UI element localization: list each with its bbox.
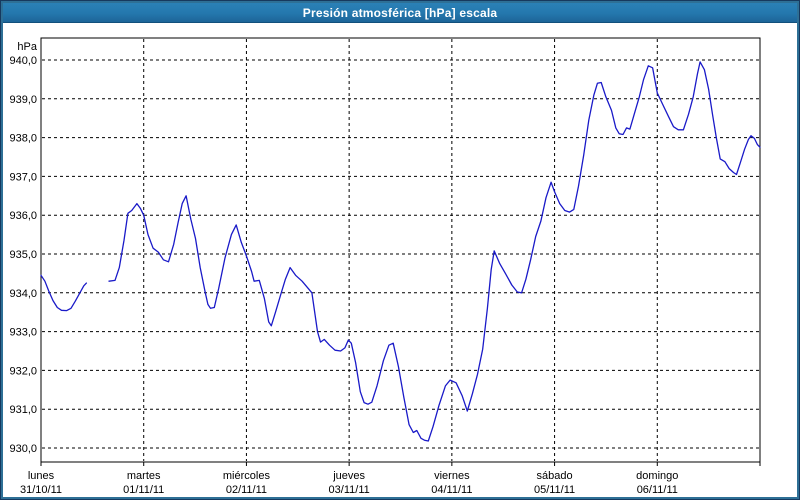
pressure-line — [40, 61, 761, 442]
day-name-label: sábado — [537, 470, 573, 482]
y-tick-label: 937,0 — [9, 171, 37, 183]
window-body: Presión atmosférica [hPa] escala 940,0 93… — [3, 3, 797, 497]
y-tick-label: 936,0 — [9, 210, 37, 222]
titlebar: Presión atmosférica [hPa] escala — [3, 3, 797, 23]
y-tick-label: 938,0 — [9, 133, 37, 145]
day-name-label: martes — [127, 470, 161, 482]
day-date-label: 06/11/11 — [637, 484, 678, 496]
y-tick-label: 933,0 — [9, 327, 37, 339]
day-name-label: lunes — [28, 470, 55, 482]
y-tick-label: 940,0 — [9, 55, 37, 67]
window-title: Presión atmosférica [hPa] escala — [302, 6, 498, 20]
y-tick-label: 939,0 — [9, 94, 37, 106]
x-axis-ticks — [40, 462, 761, 466]
day-name-label: jueves — [332, 470, 365, 482]
y-tick-label: 934,0 — [9, 288, 37, 300]
day-date-label: 02/11/11 — [226, 484, 267, 496]
day-name-label: miércoles — [223, 470, 271, 482]
day-date-label: 05/11/11 — [534, 484, 575, 496]
day-name-label: viernes — [434, 470, 470, 482]
x-day-labels: lunes 31/10/11 martes 01/11/11 miércoles 02/1… — [20, 470, 678, 496]
y-axis-unit-label: hPa — [17, 41, 37, 53]
day-date-label: 03/11/11 — [329, 484, 370, 496]
day-date-label: 01/11/11 — [123, 484, 164, 496]
plot-area — [40, 37, 761, 463]
day-date-label: 31/10/11 — [20, 484, 62, 496]
day-date-label: 04/11/11 — [431, 484, 472, 496]
x-gridlines — [143, 39, 658, 461]
y-tick-label: 931,0 — [9, 404, 37, 416]
y-tick-label: 930,0 — [9, 443, 37, 455]
y-tick-labels: 940,0 939,0 938,0 937,0 936,0 935,0 934,0 933,0… — [9, 41, 37, 455]
day-name-label: domingo — [636, 470, 678, 482]
y-tick-label: 932,0 — [9, 365, 37, 377]
y-tick-label: 935,0 — [9, 249, 37, 261]
